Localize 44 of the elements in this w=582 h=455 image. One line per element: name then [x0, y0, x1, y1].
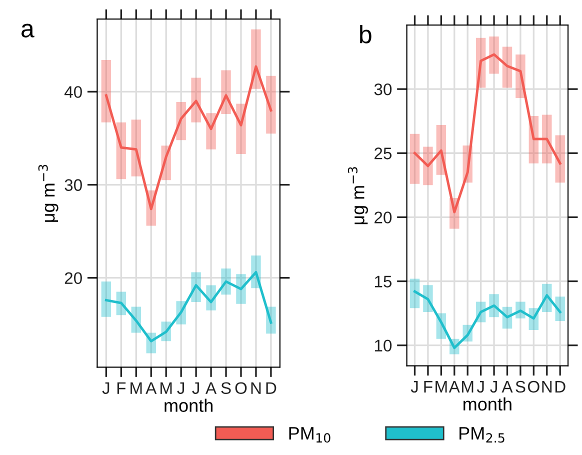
x-tick-label: M	[130, 382, 142, 394]
x-tick-label: M	[462, 381, 474, 392]
x-axis-title: month	[164, 398, 212, 412]
x-tick-label: D	[555, 381, 566, 392]
x-tick-label: J	[102, 382, 110, 394]
x-tick-label: A	[502, 381, 513, 392]
line-series	[413, 290, 562, 350]
y-tick-label: 30	[64, 179, 82, 191]
x-tick-label: N	[251, 382, 261, 394]
y-tick-label: 20	[374, 212, 392, 224]
x-tick-label: A	[448, 381, 460, 392]
x-tick-label: N	[542, 381, 552, 392]
x-tick-label: A	[206, 382, 217, 394]
line-series	[104, 271, 272, 342]
y-tick-label: 40	[64, 86, 82, 98]
y-axis-title: μg m$^{−3}$	[348, 167, 368, 224]
x-tick-label: M	[436, 381, 447, 392]
x-tick-label: F	[424, 381, 432, 392]
x-tick-label: J	[410, 381, 418, 393]
chart-title: b	[360, 25, 372, 44]
y-tick-label: 15	[374, 276, 392, 288]
x-tick-label: O	[235, 382, 247, 394]
x-tick-label: S	[221, 382, 231, 394]
x-tick-label: D	[266, 382, 276, 394]
line-series	[104, 65, 272, 210]
x-tick-label: M	[160, 382, 172, 394]
x-tick-label: A	[146, 382, 157, 394]
x-tick-label: J	[476, 381, 484, 393]
x-tick-label: J	[192, 382, 199, 394]
x-axis-title: month	[464, 397, 512, 411]
y-tick-label: 20	[64, 272, 82, 284]
y-tick-label: 30	[374, 83, 392, 96]
x-tick-label: J	[490, 381, 497, 393]
x-tick-label: F	[117, 382, 126, 394]
y-tick-label: 10	[374, 340, 392, 352]
x-tick-label: S	[516, 380, 526, 393]
legend-label: PM$_{2.5}$	[460, 427, 504, 443]
legend-label: PM$_{10}$	[289, 427, 330, 443]
line-series	[413, 53, 562, 214]
chart-title: a	[22, 24, 34, 38]
x-tick-label: J	[177, 382, 184, 394]
y-axis-title: μg m$^{−3}$	[38, 164, 58, 222]
y-tick-label: 25	[374, 148, 392, 160]
x-tick-label: O	[528, 380, 540, 393]
